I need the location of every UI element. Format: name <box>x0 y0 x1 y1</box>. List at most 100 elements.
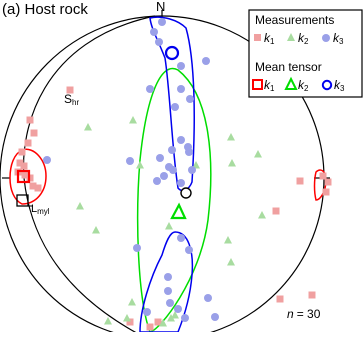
legend-mean-tensor-title: Mean tensor <box>255 60 322 74</box>
k3-measurement-point <box>181 314 189 322</box>
k2-measurement-point <box>76 202 84 210</box>
k1-measurement-point <box>146 323 154 331</box>
k1-measurement-point <box>18 148 26 156</box>
k2-measurement-point <box>227 133 235 141</box>
k1-measurements <box>14 86 332 331</box>
k1-measurement-point <box>154 318 162 326</box>
k2-measurement-point <box>136 161 144 169</box>
k2-measurement-point <box>92 226 100 234</box>
k3-measurement-point <box>177 62 185 70</box>
k2-measurement-point <box>228 159 236 167</box>
k2-measurement-point <box>128 298 136 306</box>
k3-measurements <box>43 18 219 322</box>
legend-k3-measurement-symbol <box>322 34 330 42</box>
k3-measurement-point <box>186 95 194 103</box>
k1-measurement-point <box>26 116 34 124</box>
foliation-pole-marker <box>180 187 192 199</box>
k3-measurement-point <box>188 166 196 174</box>
legend-k1-mean-symbol <box>252 79 263 90</box>
k3-measurement-point <box>126 157 134 165</box>
k3-measurement-point <box>164 287 172 295</box>
lineation-label: Lmyl <box>31 203 50 216</box>
k2-measurement-point <box>159 319 167 327</box>
k2-mean-marker <box>170 202 187 220</box>
k3-measurement-point <box>155 38 163 46</box>
legend-box <box>248 9 363 98</box>
k2-measurement-point <box>123 314 131 322</box>
legend-k1-measurement-symbol <box>254 34 261 41</box>
legend-k1-measurement-label: k1 <box>264 31 275 46</box>
k1-measurement-point <box>308 291 316 299</box>
k3-measurement-point <box>146 85 154 93</box>
legend: Measurements k1 k2 k3 Mean tensor k1 k2 … <box>248 9 363 98</box>
sample-count-label: n = 30 <box>287 307 321 321</box>
k2-measurement-point <box>227 258 235 266</box>
k1-measurement-point <box>319 172 327 180</box>
north-label: N <box>156 0 165 14</box>
k3-mean-marker <box>164 45 180 61</box>
foliation-label: Shr <box>64 92 79 107</box>
legend-k1-mean-label: k1 <box>264 78 275 93</box>
k3-measurement-point <box>168 146 176 154</box>
k3-measurement-point <box>156 154 164 162</box>
k2-measurement-point <box>254 150 262 158</box>
k3-measurement-point <box>202 57 210 65</box>
k2-measurements <box>76 116 266 327</box>
foliation-great-circle <box>22 15 156 337</box>
legend-k2-mean-symbol <box>284 76 298 90</box>
k1-measurement-point <box>16 159 24 167</box>
k1-measurement-point <box>276 295 284 303</box>
k1-confidence-west <box>9 148 47 205</box>
k3-measurement-point <box>174 305 182 313</box>
legend-k2-measurement-label: k2 <box>298 31 309 46</box>
k2-measurement-point <box>165 222 173 230</box>
k1-mean-marker <box>16 169 31 184</box>
k2-measurement-point <box>167 314 175 322</box>
k1-measurement-point <box>30 129 38 137</box>
k1-measurement-point <box>34 184 42 192</box>
k2-measurement-point <box>104 317 112 325</box>
k3-measurement-point <box>158 18 166 26</box>
k1-measurement-point <box>126 318 134 326</box>
k2-measurement-point <box>171 311 179 319</box>
k1-measurement-point <box>20 162 28 170</box>
k2-measurement-point <box>224 236 232 244</box>
k1-measurement-point <box>66 86 74 94</box>
legend-k2-mean-label: k2 <box>298 78 309 93</box>
k1-measurement-point <box>272 207 280 215</box>
k3-measurement-point <box>204 294 212 302</box>
k3-measurement-point <box>184 143 192 151</box>
k3-measurement-point <box>43 156 51 164</box>
k3-measurement-point <box>211 313 219 321</box>
k3-measurement-point <box>143 308 151 316</box>
k3-measurement-point <box>171 103 179 111</box>
k1-measurement-point <box>296 177 304 185</box>
k3-measurement-point <box>177 85 185 93</box>
panel-title: (a) Host rock <box>2 1 88 18</box>
legend-k3-mean-symbol <box>321 79 333 91</box>
k3-measurement-point <box>133 244 141 252</box>
k3-measurement-point <box>165 163 173 171</box>
k3-measurement-point <box>164 273 172 281</box>
legend-k3-mean-label: k3 <box>334 78 345 93</box>
lineation-marker <box>16 194 29 207</box>
legend-k2-measurement-symbol <box>287 33 295 41</box>
k1-measurement-point <box>324 178 332 186</box>
k3-measurement-point <box>177 136 185 144</box>
legend-measurements-title: Measurements <box>255 13 334 27</box>
k3-measurement-point <box>177 179 185 187</box>
k3-measurement-point <box>160 172 168 180</box>
k1-measurement-point <box>21 171 29 179</box>
k1-measurement-point <box>24 139 32 147</box>
k1-measurement-point <box>29 182 37 190</box>
k1-measurement-point <box>322 188 330 196</box>
legend-k3-measurement-label: k3 <box>333 31 344 46</box>
k2-measurement-point <box>84 123 92 131</box>
k3-measurement-point <box>166 299 174 307</box>
k2-measurement-point <box>129 116 137 124</box>
k3-measurement-point <box>153 177 161 185</box>
k3-measurement-point <box>185 246 193 254</box>
k3-measurement-point <box>150 28 158 36</box>
